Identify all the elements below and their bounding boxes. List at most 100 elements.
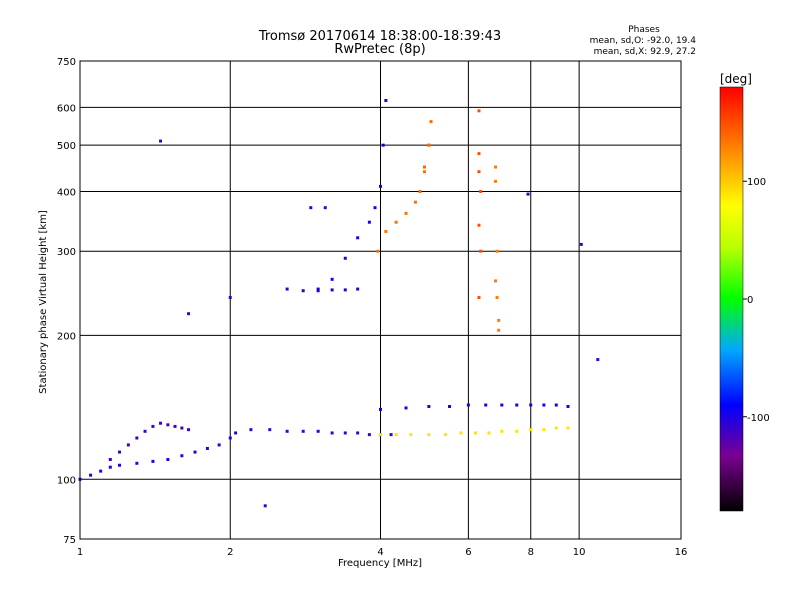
- data-point: [187, 312, 191, 316]
- x-tick-label: 1: [77, 547, 83, 558]
- data-point: [515, 429, 519, 433]
- data-point: [316, 429, 320, 433]
- data-point: [126, 443, 130, 447]
- data-point: [500, 429, 504, 433]
- data-point: [422, 170, 426, 174]
- data-point: [217, 443, 221, 447]
- colorbar: [719, 86, 744, 512]
- data-point: [173, 424, 177, 428]
- data-point: [323, 206, 327, 210]
- colorbar-label: [deg]: [720, 72, 752, 86]
- data-point: [529, 403, 533, 407]
- data-point: [135, 461, 139, 465]
- data-point: [409, 433, 413, 437]
- data-point: [376, 249, 380, 253]
- data-point: [151, 424, 155, 428]
- data-point: [384, 99, 388, 103]
- colorbar-tick-label: 100: [747, 177, 766, 188]
- data-point: [542, 428, 546, 432]
- data-point: [384, 229, 388, 233]
- y-axis: 75 100 200 300 400 500 600 750: [57, 57, 76, 546]
- data-point: [330, 288, 334, 292]
- data-point: [427, 404, 431, 408]
- data-point: [429, 120, 433, 124]
- x-axis-label: Frequency [MHz]: [338, 558, 422, 569]
- data-point: [309, 206, 313, 210]
- y-tick-label: 200: [57, 331, 76, 342]
- data-point: [89, 473, 93, 477]
- data-point: [444, 433, 448, 437]
- data-point: [108, 465, 112, 469]
- x-tick-label: 8: [528, 547, 534, 558]
- data-point: [379, 433, 382, 437]
- y-tick-label: 75: [63, 535, 76, 546]
- chart-subtitle: RwPretec (8p): [334, 42, 425, 57]
- data-point: [495, 249, 499, 253]
- data-point: [542, 403, 546, 407]
- data-point: [427, 143, 431, 147]
- data-point: [193, 450, 197, 454]
- data-point: [356, 236, 360, 240]
- data-point: [466, 403, 470, 407]
- data-point: [566, 404, 570, 408]
- data-point: [228, 296, 232, 300]
- y-tick-label: 300: [57, 247, 76, 258]
- data-point: [268, 428, 272, 432]
- data-point: [477, 152, 481, 156]
- data-point: [554, 426, 558, 430]
- data-point: [418, 189, 422, 193]
- data-point: [159, 421, 163, 425]
- data-point: [596, 358, 600, 362]
- stats-x-mode: mean, sd,X: 92.9, 27.2: [594, 47, 696, 57]
- y-tick-label: 400: [57, 187, 76, 198]
- data-point: [477, 296, 481, 300]
- data-point: [389, 433, 393, 437]
- data-point: [159, 139, 163, 143]
- y-tick-label: 100: [57, 475, 76, 486]
- data-point: [404, 211, 408, 215]
- data-point: [487, 431, 491, 435]
- data-point: [99, 469, 103, 473]
- x-axis: 1 2 4 6 8 10 16: [77, 547, 688, 558]
- data-point: [379, 407, 382, 411]
- data-point: [135, 436, 139, 440]
- plot-frame: [79, 60, 682, 540]
- data-point: [205, 446, 209, 450]
- x-tick-label: 16: [675, 547, 688, 558]
- data-point: [448, 404, 452, 408]
- data-point: [151, 459, 155, 463]
- colorbar-tick-label: -100: [747, 413, 770, 424]
- y-tick-label: 500: [57, 141, 76, 152]
- data-point: [394, 220, 398, 224]
- data-point: [118, 463, 122, 467]
- data-point: [404, 406, 408, 410]
- data-point: [479, 249, 483, 253]
- data-point: [316, 287, 320, 291]
- x-tick-label: 2: [227, 547, 233, 558]
- data-point: [497, 318, 501, 322]
- data-point: [108, 457, 112, 461]
- chart-title: Tromsø 20170614 18:38:00-18:39:43: [258, 29, 501, 44]
- data-point: [373, 206, 377, 210]
- data-point: [494, 279, 498, 283]
- data-point: [234, 431, 238, 435]
- data-point: [394, 433, 398, 437]
- data-point: [301, 289, 305, 293]
- data-point: [379, 184, 382, 188]
- data-point: [494, 179, 498, 183]
- data-point: [356, 287, 360, 291]
- data-point: [422, 165, 426, 169]
- data-point: [554, 403, 558, 407]
- data-point: [356, 431, 360, 435]
- data-point: [477, 170, 481, 174]
- data-points: [78, 99, 600, 508]
- plot-grid: [80, 61, 681, 539]
- data-point: [473, 431, 477, 435]
- y-tick-label: 750: [57, 57, 76, 68]
- data-point: [249, 428, 253, 432]
- data-point: [343, 288, 347, 292]
- data-point: [413, 200, 417, 204]
- colorbar-tick-label: 0: [747, 295, 753, 306]
- data-point: [187, 428, 191, 432]
